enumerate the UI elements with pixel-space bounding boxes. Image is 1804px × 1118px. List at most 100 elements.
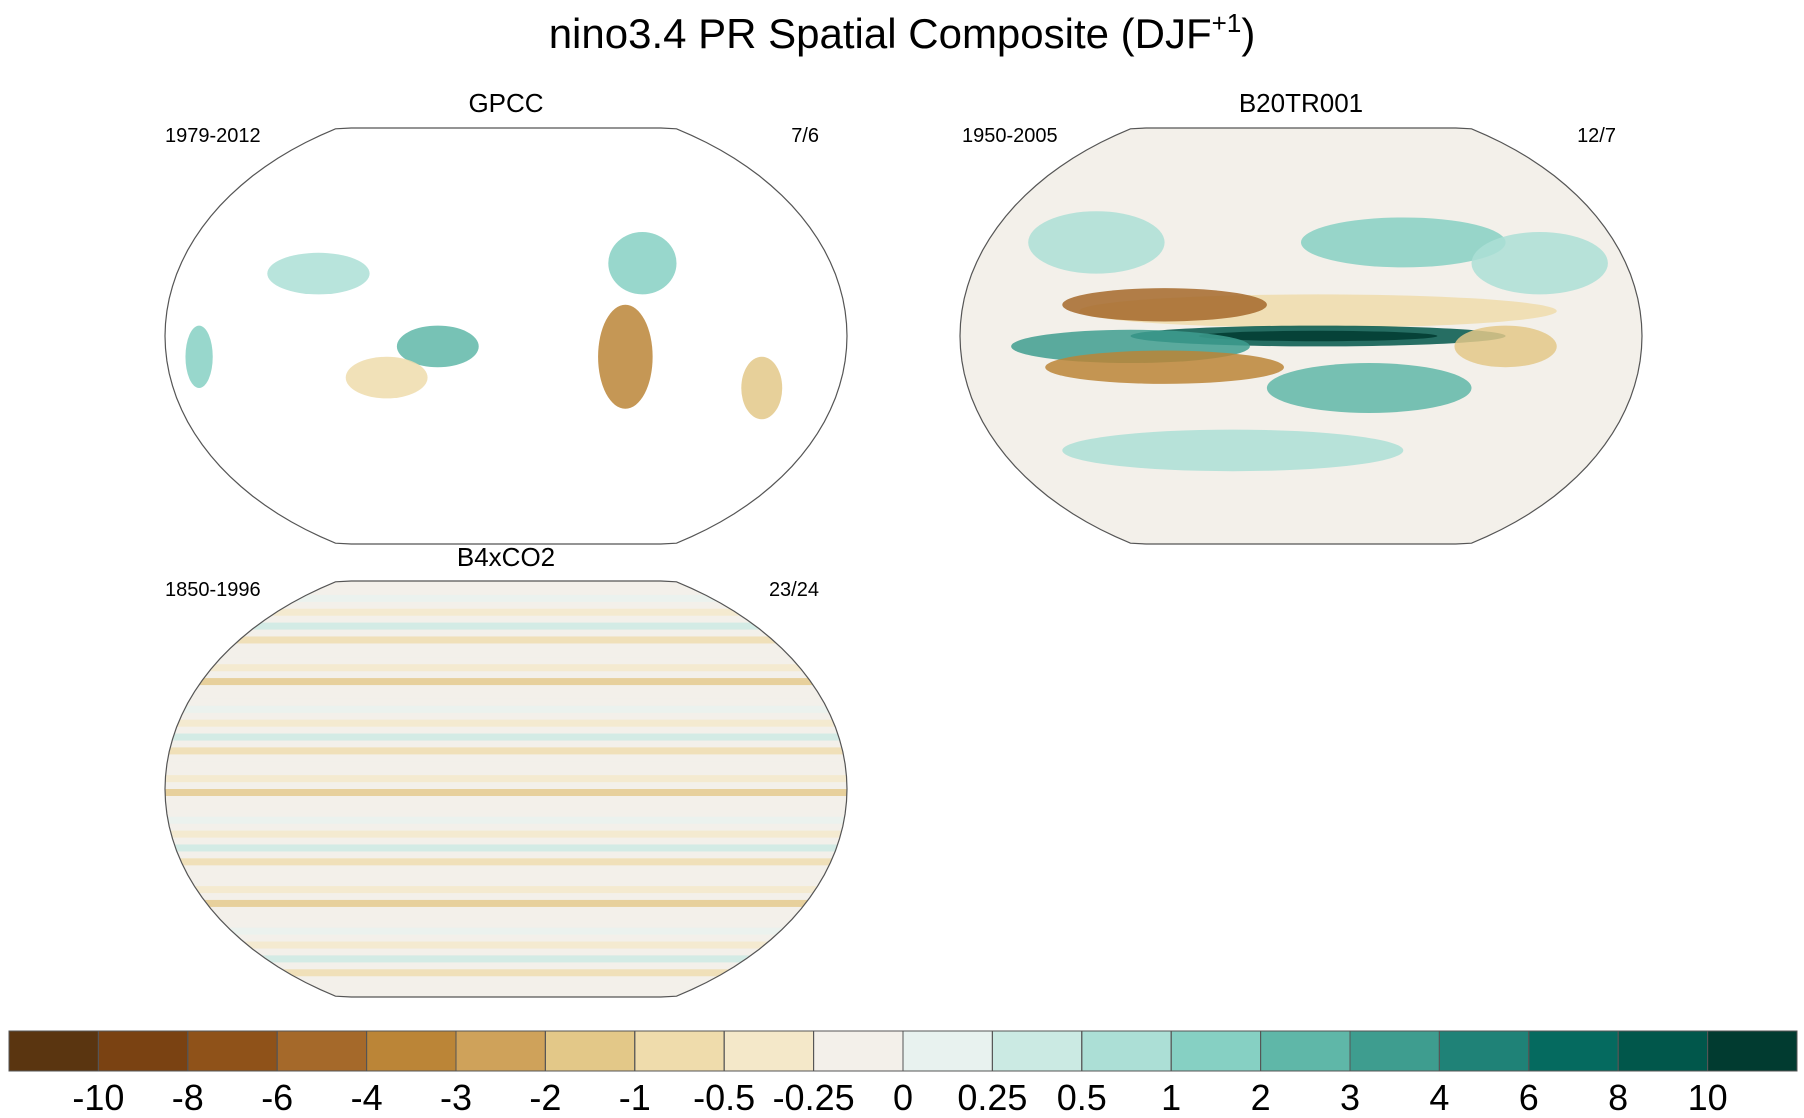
colorbar-label: 0.25 bbox=[957, 1077, 1027, 1118]
stripe bbox=[165, 608, 847, 616]
field-patch bbox=[741, 356, 783, 420]
figure-title: nino3.4 PR Spatial Composite (DJF+1) bbox=[549, 8, 1256, 57]
map-outline bbox=[164, 127, 848, 545]
field-patch bbox=[1454, 325, 1557, 368]
stripe bbox=[165, 955, 847, 963]
colorbar-box bbox=[1617, 1030, 1709, 1072]
colorbar-box bbox=[723, 1030, 815, 1072]
colorbar-box bbox=[8, 1030, 99, 1072]
colorbar-box bbox=[1438, 1030, 1530, 1072]
colorbar-label: -4 bbox=[351, 1077, 383, 1118]
colorbar-label: -3 bbox=[440, 1077, 472, 1118]
stripe bbox=[165, 969, 847, 977]
colorbar-label: 10 bbox=[1688, 1077, 1728, 1118]
field-patch bbox=[1266, 363, 1472, 413]
ocean bbox=[165, 128, 847, 544]
stripe bbox=[165, 899, 847, 907]
colorbar-box bbox=[991, 1030, 1083, 1072]
colorbar-box bbox=[1170, 1030, 1262, 1072]
map-field bbox=[960, 128, 1642, 544]
stripe bbox=[165, 664, 847, 672]
stripe bbox=[165, 719, 847, 727]
field-patch bbox=[396, 325, 479, 368]
field-patch bbox=[185, 325, 213, 388]
stripe bbox=[165, 747, 847, 755]
stripe bbox=[165, 844, 847, 852]
panel-period: 1850-1996 bbox=[165, 579, 261, 601]
colorbar-label: -1 bbox=[619, 1077, 651, 1118]
panel-count: 23/24 bbox=[769, 579, 819, 601]
stripe bbox=[165, 802, 847, 810]
colorbar-label: -10 bbox=[72, 1077, 124, 1118]
colorbar-box bbox=[1081, 1030, 1172, 1072]
colorbar-box bbox=[1349, 1030, 1440, 1072]
field-patch bbox=[1062, 288, 1267, 322]
stripe bbox=[165, 622, 847, 630]
colorbar-box bbox=[1707, 1030, 1798, 1072]
title-superscript: +1 bbox=[1212, 8, 1242, 38]
colorbar-label: 8 bbox=[1608, 1077, 1628, 1118]
stripe bbox=[165, 886, 847, 894]
colorbar-box bbox=[813, 1030, 904, 1072]
stripe bbox=[165, 761, 847, 769]
panel-title: B4xCO2 bbox=[457, 542, 555, 572]
map-outline bbox=[959, 127, 1643, 545]
colorbar-box bbox=[366, 1030, 457, 1072]
panel-count: 7/6 bbox=[791, 125, 819, 147]
title-end: ) bbox=[1241, 10, 1255, 57]
title-main: nino3.4 PR Spatial Composite (DJF bbox=[549, 10, 1212, 57]
colorbar-label: 4 bbox=[1429, 1077, 1449, 1118]
colorbar-label: 6 bbox=[1519, 1077, 1539, 1118]
field-patch bbox=[1301, 217, 1506, 268]
colorbar-box bbox=[455, 1030, 546, 1072]
stripe bbox=[165, 691, 847, 699]
stripe bbox=[165, 775, 847, 783]
stripe bbox=[165, 872, 847, 880]
stripe bbox=[165, 941, 847, 949]
map-field bbox=[165, 581, 847, 997]
field-patch bbox=[598, 304, 653, 409]
colorbar-label: -8 bbox=[172, 1077, 204, 1118]
colorbar-label: 1 bbox=[1161, 1077, 1181, 1118]
colorbar-box bbox=[187, 1030, 278, 1072]
panel-period: 1979-2012 bbox=[165, 125, 261, 147]
stripe bbox=[165, 636, 847, 644]
colorbar-box bbox=[544, 1030, 636, 1072]
map-field bbox=[165, 128, 847, 544]
panel-period: 1950-2005 bbox=[962, 125, 1058, 147]
field-patch bbox=[1062, 429, 1404, 472]
colorbar-box bbox=[902, 1030, 993, 1072]
stripe bbox=[165, 816, 847, 824]
stripe bbox=[165, 830, 847, 838]
stripe bbox=[165, 858, 847, 866]
colorbar-box bbox=[1528, 1030, 1619, 1072]
field-patch bbox=[1045, 350, 1284, 384]
field-patch bbox=[1028, 211, 1165, 274]
stripe bbox=[165, 581, 847, 588]
colorbar-box bbox=[634, 1030, 725, 1072]
field-patch bbox=[267, 252, 370, 295]
stripe bbox=[165, 705, 847, 713]
panel-title: B20TR001 bbox=[1239, 88, 1363, 118]
panel-title: GPCC bbox=[468, 88, 543, 118]
colorbar-box bbox=[97, 1030, 189, 1072]
field-patch bbox=[345, 356, 428, 399]
colorbar-label: 3 bbox=[1340, 1077, 1360, 1118]
colorbar-label: 0.5 bbox=[1057, 1077, 1107, 1118]
stripe bbox=[165, 913, 847, 921]
colorbar-box bbox=[1260, 1030, 1351, 1072]
colorbar-box bbox=[276, 1030, 368, 1072]
field-patch bbox=[1471, 232, 1608, 295]
stripe bbox=[165, 678, 847, 686]
stripe bbox=[165, 927, 847, 935]
stripe bbox=[165, 789, 847, 796]
map-outline bbox=[164, 580, 848, 998]
colorbar-label: -6 bbox=[261, 1077, 293, 1118]
stripe bbox=[165, 650, 847, 658]
stripe bbox=[165, 983, 847, 991]
colorbar-label: -0.25 bbox=[773, 1077, 855, 1118]
panel-count: 12/7 bbox=[1577, 125, 1616, 147]
stripe bbox=[165, 733, 847, 741]
